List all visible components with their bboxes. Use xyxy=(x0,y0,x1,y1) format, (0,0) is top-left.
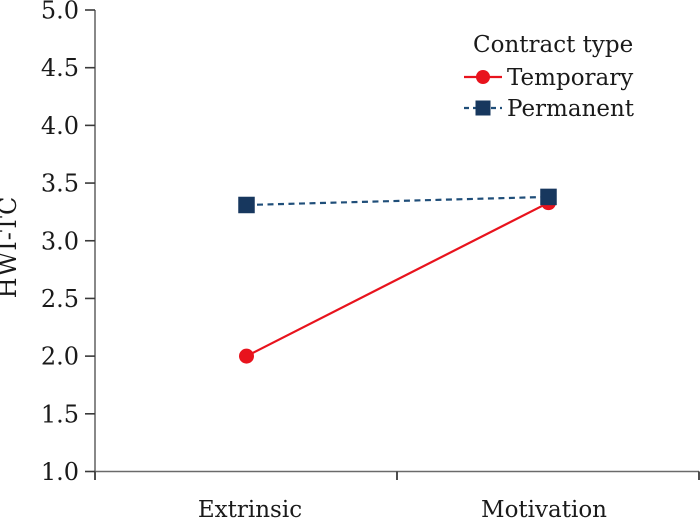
y-tick-label: 5.0 xyxy=(41,0,79,25)
y-tick-label: 2.0 xyxy=(41,343,79,371)
legend-label-temporary: Temporary xyxy=(507,65,633,91)
y-tick-label: 1.5 xyxy=(41,400,79,428)
y-tick-label: 3.0 xyxy=(41,227,79,255)
y-tick-label: 2.5 xyxy=(41,285,79,313)
axes-layer: 5.0 4.5 4.0 3.5 3.0 2.5 2.0 1.5 1.0 xyxy=(41,0,700,486)
x-category-label-motivation: Motivation xyxy=(481,497,607,521)
y-tick-label: 4.0 xyxy=(41,112,79,140)
y-tick-label: 4.5 xyxy=(41,54,79,82)
series-layer xyxy=(238,188,557,364)
legend-marker-permanent xyxy=(475,100,491,116)
legend-markers-layer xyxy=(464,70,502,116)
legend: Contract type Temporary Permanent xyxy=(473,32,635,122)
series-temporary-marker xyxy=(239,348,254,364)
series-temporary-line xyxy=(246,201,549,358)
x-category-label-extrinsic: Extrinsic xyxy=(198,497,302,521)
y-tick-label: 1.0 xyxy=(41,458,79,486)
y-tick-label: 3.5 xyxy=(41,170,79,198)
y-axis-title: HWI-TC xyxy=(0,196,22,299)
legend-label-permanent: Permanent xyxy=(507,96,635,122)
legend-title: Contract type xyxy=(473,32,633,58)
legend-marker-temporary xyxy=(476,70,490,84)
series-permanent-marker xyxy=(238,196,255,214)
series-permanent-marker xyxy=(540,188,557,206)
series-permanent-line xyxy=(246,195,549,207)
